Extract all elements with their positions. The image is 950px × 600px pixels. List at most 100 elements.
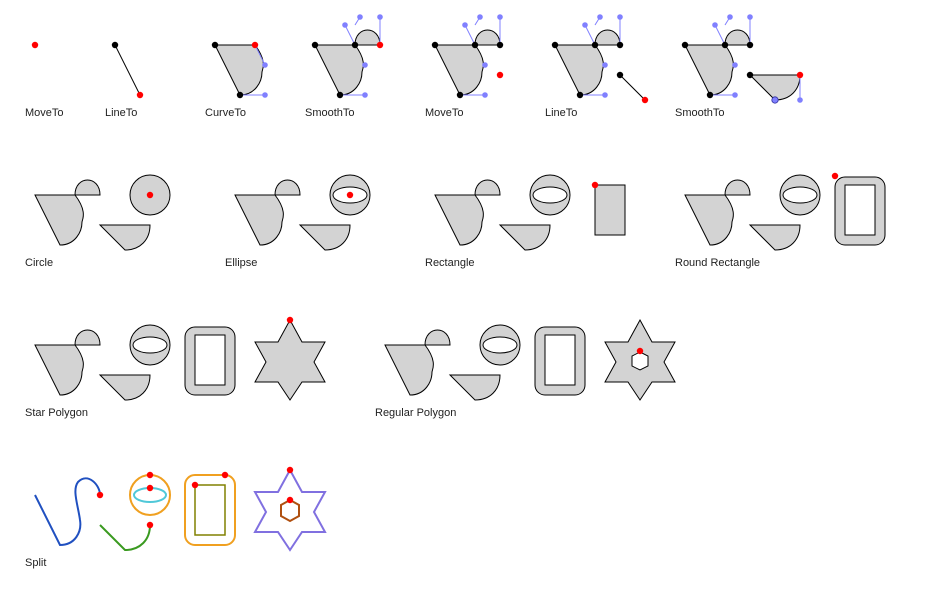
- control-point: [797, 97, 803, 103]
- step-label: CurveTo: [205, 107, 246, 119]
- current-point: [796, 71, 804, 79]
- split-subpath-round-rect: [184, 474, 236, 546]
- current-point: [496, 71, 504, 79]
- control-point: [362, 62, 368, 68]
- anchor-point: [351, 41, 359, 49]
- anchor-point: [111, 41, 119, 49]
- anchor-point: [721, 41, 729, 49]
- control-point: [357, 14, 363, 20]
- moveto-step-1: MoveTo: [25, 41, 64, 119]
- step-label: LineTo: [545, 107, 577, 119]
- step-label: Regular Polygon: [375, 407, 456, 419]
- control-point: [771, 96, 779, 104]
- split-step: Split: [25, 466, 327, 569]
- split-subpath-star: [253, 467, 327, 552]
- control-point: [497, 14, 503, 20]
- step-label: Star Polygon: [25, 407, 88, 419]
- current-point: [146, 484, 154, 492]
- round-rectangle-step: Round Rectangle: [675, 172, 886, 269]
- control-point: [712, 22, 718, 28]
- split-subpath-hexagon: [280, 498, 300, 523]
- step-label: Split: [25, 557, 46, 569]
- anchor-point: [336, 91, 344, 99]
- anchor-point: [746, 41, 754, 49]
- current-point: [286, 466, 294, 474]
- control-point: [732, 92, 738, 98]
- step-label: Circle: [25, 257, 53, 269]
- control-point: [462, 22, 468, 28]
- smoothto-step-2: SmoothTo: [675, 14, 804, 119]
- control-point: [727, 14, 733, 20]
- current-point: [251, 41, 259, 49]
- control-point: [602, 62, 608, 68]
- anchor-point: [746, 71, 754, 79]
- anchor-point: [236, 91, 244, 99]
- current-point: [146, 521, 154, 529]
- control-point: [582, 22, 588, 28]
- control-point: [747, 14, 753, 20]
- control-point: [262, 92, 268, 98]
- step-label: MoveTo: [425, 107, 464, 119]
- current-point: [31, 41, 39, 49]
- current-point: [831, 172, 839, 180]
- control-point: [602, 92, 608, 98]
- anchor-point: [211, 41, 219, 49]
- split-subpath-circle: [129, 474, 171, 516]
- step-label: LineTo: [105, 107, 137, 119]
- rectangle-step: Rectangle: [425, 174, 626, 269]
- split-subpath-corner: [99, 524, 151, 552]
- current-point: [286, 316, 294, 324]
- step-label: SmoothTo: [305, 107, 355, 119]
- control-point: [377, 14, 383, 20]
- current-point: [136, 91, 144, 99]
- moveto-step-2: MoveTo: [425, 14, 504, 119]
- lineto-step-1: LineTo: [105, 41, 144, 119]
- current-point: [96, 491, 104, 499]
- star-polygon-step: Star Polygon: [25, 316, 326, 419]
- current-point: [641, 96, 649, 104]
- circle-step: Circle: [25, 174, 171, 269]
- control-point: [597, 14, 603, 20]
- current-point: [591, 181, 599, 189]
- anchor-point: [591, 41, 599, 49]
- step-label: Round Rectangle: [675, 257, 760, 269]
- current-point: [346, 191, 354, 199]
- anchor-point: [706, 91, 714, 99]
- step-label: SmoothTo: [675, 107, 725, 119]
- anchor-point: [551, 41, 559, 49]
- current-point: [146, 191, 154, 199]
- anchor-point: [616, 41, 624, 49]
- split-subpath-curve: [34, 477, 101, 547]
- regular-polygon-step: Regular Polygon: [375, 318, 676, 419]
- anchor-point: [311, 41, 319, 49]
- control-point: [477, 14, 483, 20]
- current-point: [146, 471, 154, 479]
- current-point: [191, 481, 199, 489]
- control-point: [617, 14, 623, 20]
- anchor-point: [616, 71, 624, 79]
- current-point: [221, 471, 229, 479]
- control-point: [262, 62, 268, 68]
- step-label: MoveTo: [25, 107, 64, 119]
- anchor-point: [471, 41, 479, 49]
- control-point: [482, 92, 488, 98]
- anchor-point: [456, 91, 464, 99]
- anchor-point: [431, 41, 439, 49]
- control-point: [342, 22, 348, 28]
- current-point: [636, 347, 644, 355]
- control-point: [482, 62, 488, 68]
- curveto-step: CurveTo: [205, 41, 268, 119]
- control-point: [362, 92, 368, 98]
- control-point: [732, 62, 738, 68]
- current-point: [286, 496, 294, 504]
- anchor-point: [681, 41, 689, 49]
- step-label: Rectangle: [425, 257, 475, 269]
- current-point: [376, 41, 384, 49]
- split-subpath-rect: [194, 484, 226, 536]
- smoothto-step-1: SmoothTo: [305, 14, 384, 119]
- lineto-step-2: LineTo: [545, 14, 649, 119]
- anchor-point: [496, 41, 504, 49]
- anchor-point: [576, 91, 584, 99]
- step-label: Ellipse: [225, 257, 257, 269]
